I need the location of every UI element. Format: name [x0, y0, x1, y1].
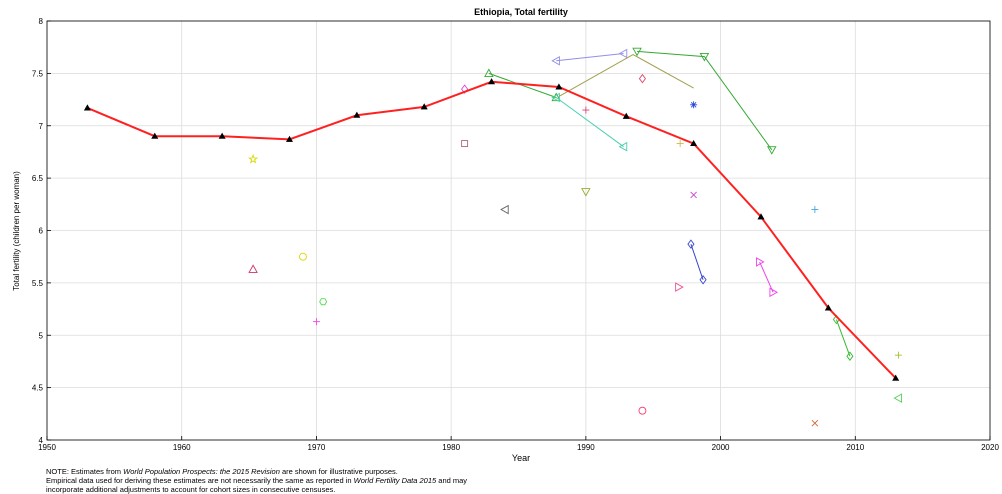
- data-point-marker: [638, 73, 646, 84]
- empirical-data-series: [248, 47, 903, 427]
- main-estimate-point: [488, 78, 496, 85]
- main-estimate-point: [285, 135, 294, 142]
- empirical-series-line: [488, 72, 557, 98]
- empirical-series-line: [555, 97, 624, 148]
- y-tick-label: 7.5: [32, 69, 44, 78]
- marker-stroke: [811, 419, 819, 427]
- main-estimate-point: [622, 112, 630, 119]
- data-point-marker: [755, 257, 765, 267]
- data-point-marker: [766, 146, 777, 155]
- footnote-text: and may: [436, 476, 468, 485]
- data-point-marker: [248, 264, 258, 273]
- data-point-marker: [461, 140, 469, 148]
- data-point-marker: [581, 188, 591, 197]
- data-point-marker: [299, 252, 307, 261]
- x-tick-label: 2010: [846, 443, 864, 452]
- chart-title: Ethiopia, Total fertility: [474, 7, 568, 17]
- data-point-marker: [248, 153, 259, 164]
- main-estimate-point: [824, 304, 832, 311]
- axis-ticks: 1950 1960 1970 1980 1990 2000 2010 2020 4 4.5 5 5.5…: [32, 17, 1000, 452]
- main-estimate-point: [757, 213, 765, 220]
- data-point-marker: [461, 84, 469, 94]
- data-point-marker: [551, 92, 560, 103]
- footnote-text: are shown for illustrative purposes.: [279, 467, 398, 476]
- y-tick-label: 5: [39, 331, 44, 340]
- y-tick-label: 4.5: [32, 384, 44, 393]
- y-tick-label: 7: [39, 122, 44, 131]
- y-tick-label: 8: [39, 17, 44, 26]
- data-point-marker: [618, 48, 628, 59]
- main-estimate-series: [83, 78, 900, 381]
- data-point-marker: [500, 204, 509, 215]
- footnote-line-2: Empirical data used for deriving these e…: [46, 476, 467, 485]
- data-point-marker: [675, 282, 684, 292]
- main-estimate-point: [690, 139, 698, 147]
- empirical-series-line: [558, 53, 694, 97]
- empirical-series-line: [556, 52, 624, 62]
- data-point-marker: [769, 287, 779, 298]
- x-tick-label: 1960: [173, 443, 191, 452]
- x-tick-label: 1990: [577, 443, 595, 452]
- footnote-source-title: World Fertility Data 2015: [353, 476, 437, 485]
- data-point-marker: [551, 56, 560, 66]
- y-tick-label: 6: [39, 227, 44, 236]
- y-tick-label: 4: [39, 436, 44, 445]
- data-point-marker: [846, 351, 854, 361]
- data-point-marker: [676, 140, 684, 148]
- main-estimate-point: [353, 111, 361, 118]
- main-estimate-point: [83, 104, 91, 111]
- footnote-text: incorporate additional adjustments to ac…: [46, 485, 336, 494]
- data-point-marker: [811, 206, 819, 214]
- y-tick-label: 5.5: [32, 279, 44, 288]
- x-tick-label: 1950: [38, 443, 56, 452]
- data-point-marker: [484, 68, 494, 78]
- data-point-marker: [690, 191, 697, 199]
- main-estimate-point: [151, 132, 159, 139]
- main-estimate-line: [87, 80, 897, 379]
- x-axis-label: Year: [512, 453, 530, 463]
- main-estimate-point: [555, 83, 563, 90]
- footnote-source-title: World Population Prospects: the 2015 Rev…: [123, 467, 280, 476]
- data-point-marker: [690, 101, 698, 109]
- footnote-text: Empirical data used for deriving these e…: [46, 476, 354, 485]
- x-tick-label: 2020: [981, 443, 999, 452]
- data-point-marker: [811, 419, 819, 427]
- footnote-line-1: NOTE: Estimates from World Population Pr…: [46, 467, 398, 476]
- x-tick-label: 1970: [308, 443, 326, 452]
- marker-stroke: [690, 191, 697, 199]
- data-point-marker: [582, 106, 590, 114]
- data-point-marker: [638, 406, 647, 415]
- data-point-marker: [618, 141, 628, 152]
- empirical-series-line: [690, 243, 704, 280]
- empirical-series-line: [835, 319, 851, 357]
- data-point-marker: [312, 318, 320, 326]
- footnote-line-3: incorporate additional adjustments to ac…: [46, 485, 335, 494]
- footnote-text: NOTE: Estimates from: [46, 467, 124, 476]
- data-point-marker: [551, 92, 561, 102]
- empirical-series-line: [637, 50, 773, 151]
- marker-stroke: [690, 101, 697, 108]
- main-estimate-point: [420, 103, 428, 110]
- data-point-marker: [699, 274, 707, 285]
- data-point-marker: [687, 239, 695, 249]
- y-tick-label: 6.5: [32, 174, 44, 183]
- data-point-marker: [894, 351, 902, 359]
- y-axis-label: Total fertility (children per woman): [12, 171, 21, 291]
- main-estimate-point: [218, 132, 226, 139]
- data-point-marker: [893, 393, 903, 403]
- x-tick-label: 1980: [442, 443, 460, 452]
- main-estimate-point: [892, 374, 900, 381]
- data-point-marker: [699, 52, 710, 62]
- x-tick-label: 2000: [712, 443, 730, 452]
- data-point-marker: [319, 298, 328, 306]
- data-point-marker: [632, 47, 642, 57]
- empirical-series-line: [759, 261, 774, 293]
